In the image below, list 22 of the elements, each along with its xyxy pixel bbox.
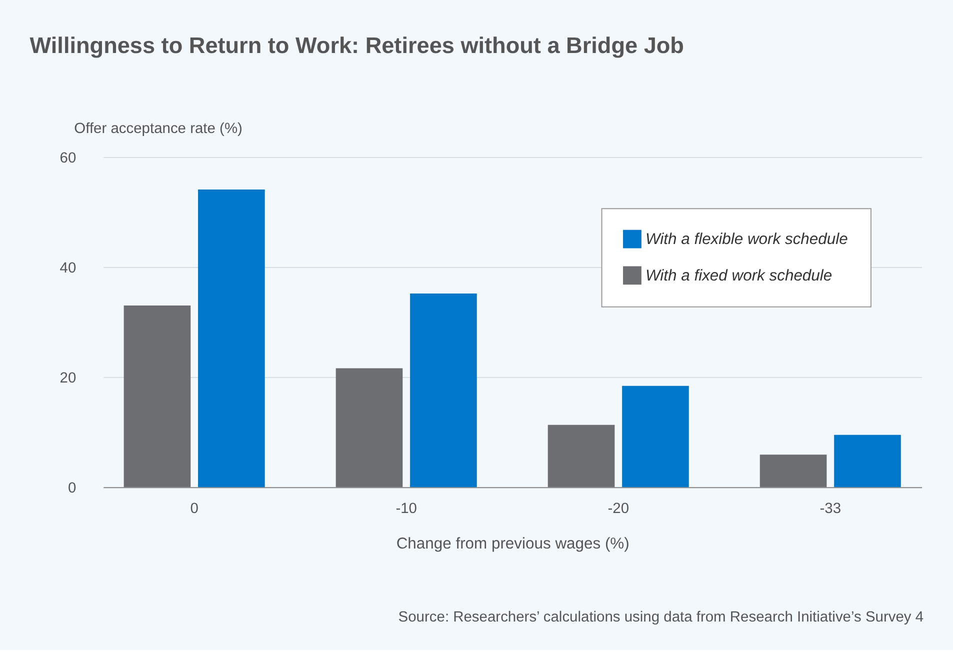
legend-label: With a flexible work schedule	[645, 230, 848, 248]
x-tick-label: -10	[396, 501, 417, 518]
x-tick-label: -20	[608, 501, 630, 518]
y-tick-label: 20	[60, 370, 76, 386]
legend-label: With a fixed work schedule	[645, 267, 832, 284]
y-tick-label: 40	[60, 260, 76, 276]
x-tick-label: 0	[190, 501, 198, 518]
bar	[760, 454, 827, 488]
bar	[834, 434, 901, 488]
bar	[198, 189, 265, 488]
bar	[622, 386, 689, 488]
x-axis-title: Change from previous wages (%)	[396, 536, 630, 553]
bar	[410, 293, 477, 488]
chart-title: Willingness to Return to Work: Retirees without a Bridge Job	[30, 32, 684, 58]
source-note: Source: Researchers’ calculations using data from Research Initiative’s Survey 4	[398, 610, 924, 626]
bar	[124, 306, 191, 488]
y-tick-label: 0	[68, 480, 76, 497]
bar	[548, 424, 615, 488]
y-axis-title: Offer acceptance rate (%)	[74, 120, 242, 137]
bar	[336, 368, 403, 488]
x-tick-label: -33	[820, 501, 842, 518]
y-tick-label: 60	[60, 150, 76, 166]
